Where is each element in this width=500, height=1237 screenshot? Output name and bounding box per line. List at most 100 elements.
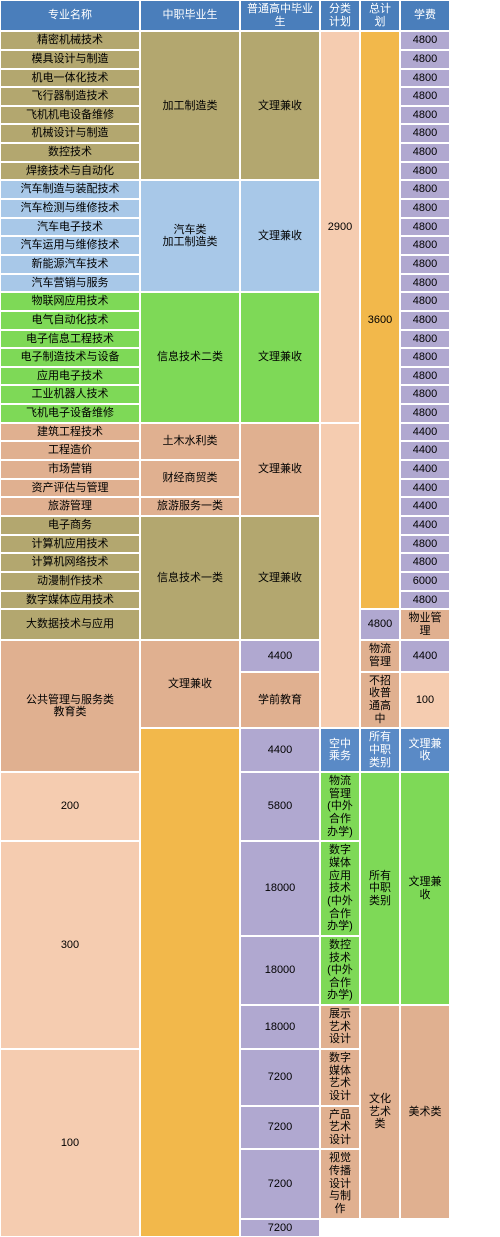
fee: 4800 <box>400 106 450 125</box>
cat-g8: 公共管理与服务类 教育类 <box>0 640 140 772</box>
major: 物流管理 <box>360 640 400 671</box>
major: 电气自动化技术 <box>0 311 140 330</box>
adm-g1: 文理兼收 <box>240 31 320 180</box>
cat-g7: 信息技术一类 <box>140 516 240 640</box>
fee: 4800 <box>400 180 450 199</box>
major: 电子商务 <box>0 516 140 535</box>
col-high: 普通高中毕业生 <box>240 0 320 31</box>
major: 电子制造技术与设备 <box>0 348 140 367</box>
fee: 18000 <box>240 841 320 935</box>
fee: 7200 <box>240 1106 320 1150</box>
major: 产品艺术设计 <box>320 1106 360 1150</box>
fee: 4400 <box>400 497 450 516</box>
col-total: 总计划 <box>360 0 400 31</box>
fee: 4800 <box>400 553 450 572</box>
fee: 4400 <box>400 516 450 535</box>
adm-g8b: 不招收普通高中 <box>360 672 400 729</box>
major: 物流管理(中外合作办学) <box>320 772 360 841</box>
fee: 6000 <box>400 572 450 591</box>
major: 汽车营销与服务 <box>0 274 140 293</box>
fee: 4400 <box>400 640 450 671</box>
plan-blank <box>320 423 360 729</box>
major: 应用电子技术 <box>0 367 140 386</box>
major: 旅游管理 <box>0 497 140 516</box>
fee: 4800 <box>400 236 450 255</box>
plan-100b: 100 <box>0 1049 140 1237</box>
major: 计算机应用技术 <box>0 535 140 554</box>
fee: 7200 <box>240 1049 320 1106</box>
major: 电子信息工程技术 <box>0 330 140 349</box>
fee: 4800 <box>400 385 450 404</box>
adm-g10: 文理兼收 <box>400 772 450 1005</box>
major: 工业机器人技术 <box>0 385 140 404</box>
fee: 4400 <box>240 640 320 671</box>
major: 汽车电子技术 <box>0 218 140 237</box>
fee: 4800 <box>400 404 450 423</box>
fee: 4800 <box>400 87 450 106</box>
fee: 4400 <box>400 441 450 460</box>
cat-g5: 财经商贸类 <box>140 460 240 497</box>
adm-g3: 文理兼收 <box>240 292 320 422</box>
major: 建筑工程技术 <box>0 423 140 442</box>
fee: 4800 <box>400 124 450 143</box>
plan-total-blank <box>140 728 240 1237</box>
major: 数控技术(中外合作办学) <box>320 936 360 1005</box>
major: 飞机电子设备维修 <box>0 404 140 423</box>
major: 计算机网络技术 <box>0 553 140 572</box>
fee: 4400 <box>400 460 450 479</box>
fee: 4800 <box>400 348 450 367</box>
fee: 4800 <box>400 69 450 88</box>
major: 展示艺术设计 <box>320 1005 360 1049</box>
fee: 5800 <box>240 772 320 841</box>
cat-g10: 所有中职类别 <box>360 772 400 1005</box>
major: 数字媒体应用技术(中外合作办学) <box>320 841 360 935</box>
adm-g45: 文理兼收 <box>240 423 320 516</box>
major: 飞机机电设备维修 <box>0 106 140 125</box>
major: 模具设计与制造 <box>0 50 140 69</box>
cat-g2: 汽车类 加工制造类 <box>140 180 240 292</box>
fee: 4800 <box>400 162 450 181</box>
fee: 4800 <box>400 311 450 330</box>
major: 机电一体化技术 <box>0 69 140 88</box>
cat-g3: 信息技术二类 <box>140 292 240 422</box>
major: 飞行器制造技术 <box>0 87 140 106</box>
major: 机械设计与制造 <box>0 124 140 143</box>
major: 汽车检测与维修技术 <box>0 199 140 218</box>
fee: 4800 <box>400 292 450 311</box>
major: 数字媒体应用技术 <box>0 591 140 610</box>
fee: 18000 <box>240 936 320 1005</box>
major: 焊接技术与自动化 <box>0 162 140 181</box>
major: 动漫制作技术 <box>0 572 140 591</box>
major: 资产评估与管理 <box>0 479 140 498</box>
major: 物联网应用技术 <box>0 292 140 311</box>
fee: 4400 <box>400 423 450 442</box>
cat-g11: 文化艺术类 <box>360 1005 400 1219</box>
plan-300: 300 <box>0 841 140 1049</box>
col-subplan: 分类计划 <box>320 0 360 31</box>
col-voc: 中职毕业生 <box>140 0 240 31</box>
major: 精密机械技术 <box>0 31 140 50</box>
major: 数字媒体艺术设计 <box>320 1049 360 1106</box>
fee: 4800 <box>400 330 450 349</box>
fee: 4800 <box>400 199 450 218</box>
fee: 4800 <box>400 255 450 274</box>
cat-g6: 旅游服务一类 <box>140 497 240 516</box>
adm-g7: 文理兼收 <box>240 516 320 640</box>
major: 视觉传播设计与制作 <box>320 1149 360 1218</box>
cat-g1: 加工制造类 <box>140 31 240 180</box>
adm-g9: 文理兼收 <box>400 728 450 772</box>
major: 工程造价 <box>0 441 140 460</box>
fee: 18000 <box>240 1005 320 1049</box>
fee: 7200 <box>240 1219 320 1237</box>
fee: 4800 <box>400 143 450 162</box>
cat-g4: 土木水利类 <box>140 423 240 460</box>
major: 数控技术 <box>0 143 140 162</box>
admissions-table: 专业名称 中职毕业生 普通高中毕业生 分类计划 总计划 学费 精密机械技术 加工… <box>0 0 500 1237</box>
fee: 7200 <box>240 1149 320 1218</box>
cat-g9: 所有中职类别 <box>360 728 400 772</box>
adm-g11: 美术类 <box>400 1005 450 1219</box>
fee: 4400 <box>240 728 320 772</box>
fee: 4800 <box>400 535 450 554</box>
fee: 4800 <box>400 218 450 237</box>
major: 新能源汽车技术 <box>0 255 140 274</box>
